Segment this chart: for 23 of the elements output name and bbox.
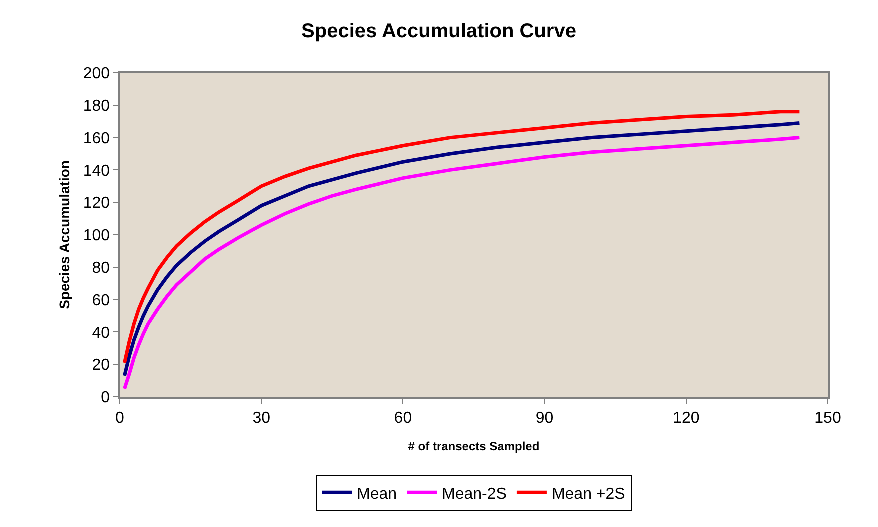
x-tick-label: 120 (673, 410, 700, 427)
y-tick-label: 0 (101, 390, 110, 407)
y-tick-label: 200 (83, 66, 110, 83)
chart-title: Species Accumulation Curve (302, 20, 576, 43)
y-tick-label: 60 (92, 292, 110, 310)
x-tick-label: 60 (394, 410, 412, 427)
y-tick-label: 40 (92, 324, 110, 342)
y-tick-label: 120 (83, 195, 110, 212)
x-tick-label: 0 (116, 410, 125, 427)
y-tick-label: 160 (83, 130, 110, 148)
y-tick-label: 140 (83, 162, 110, 180)
x-tick-label: 30 (252, 410, 271, 427)
legend-label: Mean (357, 486, 398, 503)
x-tick-label: 150 (814, 410, 842, 427)
legend-label: Mean +2S (552, 486, 626, 503)
x-tick-label: 90 (536, 410, 554, 427)
y-tick-label: 20 (92, 357, 110, 374)
y-tick-label: 100 (83, 228, 110, 245)
y-tick-label: 80 (92, 260, 110, 277)
legend-label: Mean-2S (442, 486, 507, 503)
x-axis-title: # of transects Sampled (408, 439, 540, 454)
y-tick-label: 180 (83, 98, 110, 115)
y-axis-title: Species Accumulation (56, 160, 72, 310)
